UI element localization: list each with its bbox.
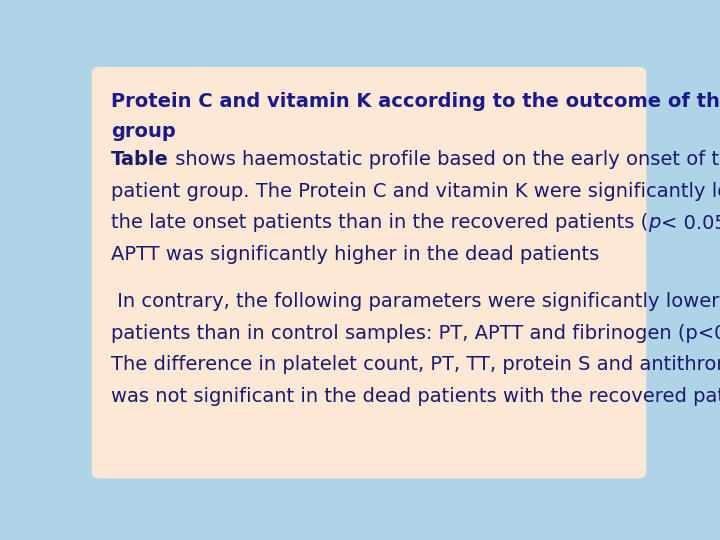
Text: p: p: [648, 213, 661, 232]
Text: < 0.05), whereas: < 0.05), whereas: [661, 213, 720, 232]
Text: was not significant in the dead patients with the recovered patients: was not significant in the dead patients…: [111, 387, 720, 406]
FancyBboxPatch shape: [91, 67, 647, 478]
Text: In contrary, the following parameters were significantly lower in: In contrary, the following parameters we…: [111, 292, 720, 311]
Text: group: group: [111, 122, 176, 141]
Text: APTT was significantly higher in the dead patients: APTT was significantly higher in the dea…: [111, 245, 600, 264]
Text: Table: Table: [111, 150, 169, 169]
Text: Protein C and vitamin K according to the outcome of the patient: Protein C and vitamin K according to the…: [111, 92, 720, 111]
Text: the late onset patients than in the recovered patients (: the late onset patients than in the reco…: [111, 213, 648, 232]
Text: patients than in control samples: PT, APTT and fibrinogen (p<0.001).: patients than in control samples: PT, AP…: [111, 324, 720, 343]
Text: patient group. The Protein C and vitamin K were significantly lower in: patient group. The Protein C and vitamin…: [111, 181, 720, 201]
Text: shows haemostatic profile based on the early onset of the: shows haemostatic profile based on the e…: [169, 150, 720, 169]
Text: The difference in platelet count, PT, TT, protein S and antithrombin: The difference in platelet count, PT, TT…: [111, 355, 720, 374]
